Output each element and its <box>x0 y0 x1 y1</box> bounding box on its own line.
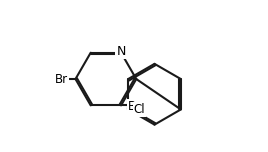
Text: Cl: Cl <box>133 103 145 116</box>
Text: N: N <box>116 45 126 59</box>
Text: Br: Br <box>128 100 141 113</box>
Text: Br: Br <box>54 73 68 86</box>
